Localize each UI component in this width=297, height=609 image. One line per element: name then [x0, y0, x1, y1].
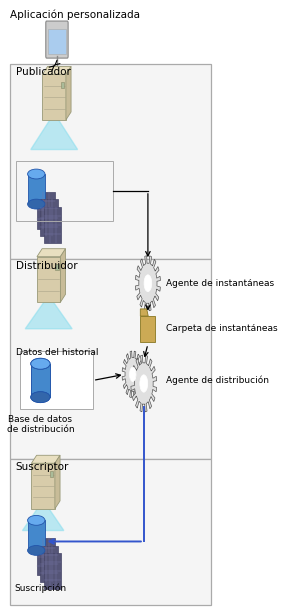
FancyBboxPatch shape [56, 264, 59, 270]
FancyBboxPatch shape [37, 256, 60, 302]
Ellipse shape [28, 515, 45, 526]
FancyBboxPatch shape [44, 553, 61, 590]
Text: Carpeta de instantáneas: Carpeta de instantáneas [166, 325, 277, 333]
Ellipse shape [28, 199, 45, 209]
FancyBboxPatch shape [28, 174, 45, 204]
Text: Publicador: Publicador [16, 67, 70, 77]
FancyBboxPatch shape [31, 364, 50, 397]
Polygon shape [37, 248, 66, 256]
Circle shape [140, 375, 148, 392]
Ellipse shape [31, 392, 50, 403]
Text: Aplicación personalizada: Aplicación personalizada [10, 10, 140, 20]
Text: Distribuidor: Distribuidor [16, 261, 77, 271]
FancyBboxPatch shape [10, 65, 211, 259]
Circle shape [144, 275, 152, 292]
Polygon shape [135, 256, 160, 311]
FancyBboxPatch shape [28, 520, 45, 551]
Polygon shape [55, 456, 60, 509]
FancyBboxPatch shape [37, 538, 55, 575]
Polygon shape [42, 66, 71, 74]
FancyBboxPatch shape [50, 471, 53, 477]
FancyBboxPatch shape [44, 206, 61, 243]
Ellipse shape [28, 169, 45, 179]
Polygon shape [31, 113, 78, 150]
FancyBboxPatch shape [40, 199, 58, 236]
FancyBboxPatch shape [37, 192, 55, 228]
Text: Suscripción: Suscripción [14, 583, 67, 593]
FancyBboxPatch shape [42, 74, 66, 120]
Text: Suscriptor: Suscriptor [16, 462, 69, 472]
Ellipse shape [28, 546, 45, 555]
Ellipse shape [31, 392, 50, 403]
FancyBboxPatch shape [10, 259, 211, 459]
Text: Agente de distribución: Agente de distribución [166, 376, 269, 385]
FancyBboxPatch shape [31, 364, 50, 397]
Polygon shape [140, 309, 148, 316]
FancyBboxPatch shape [10, 459, 211, 605]
Ellipse shape [31, 358, 50, 369]
Ellipse shape [31, 358, 50, 369]
Polygon shape [23, 500, 64, 530]
Text: Datos del historial: Datos del historial [16, 348, 98, 357]
Polygon shape [31, 456, 60, 463]
Polygon shape [66, 66, 71, 120]
Polygon shape [25, 295, 72, 329]
Text: Base de datos
de distribución: Base de datos de distribución [7, 415, 74, 434]
FancyBboxPatch shape [61, 82, 64, 88]
Polygon shape [131, 355, 157, 412]
Text: Agente de instantáneas: Agente de instantáneas [166, 279, 274, 287]
FancyBboxPatch shape [140, 316, 156, 342]
Polygon shape [60, 248, 66, 302]
FancyBboxPatch shape [20, 351, 93, 409]
FancyBboxPatch shape [46, 21, 68, 58]
Circle shape [129, 367, 136, 381]
Polygon shape [122, 351, 143, 398]
FancyBboxPatch shape [31, 463, 55, 509]
FancyBboxPatch shape [48, 29, 66, 54]
FancyBboxPatch shape [40, 546, 58, 582]
